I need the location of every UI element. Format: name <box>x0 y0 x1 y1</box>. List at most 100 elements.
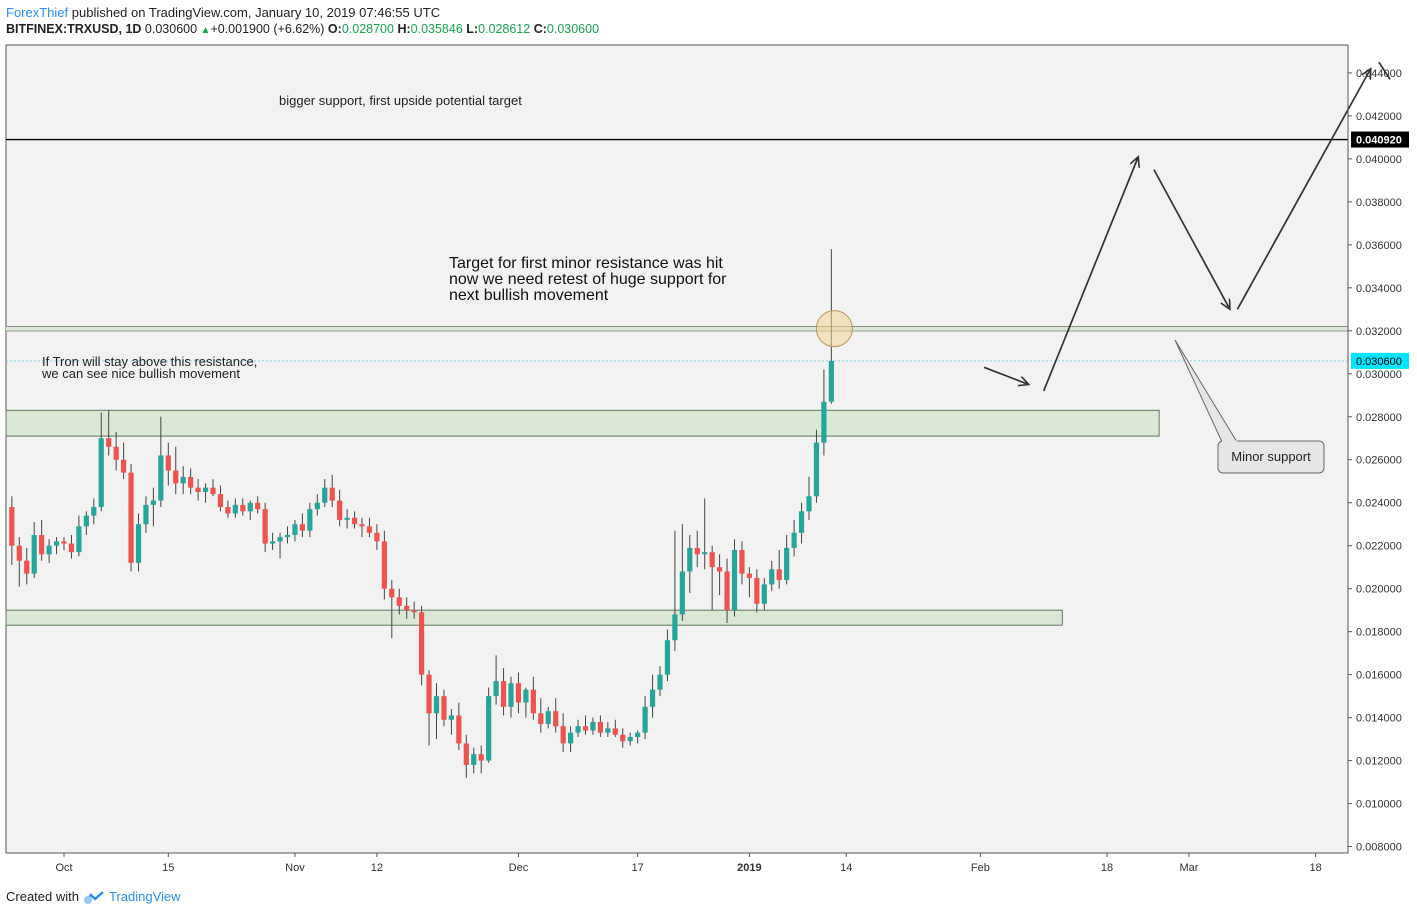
candle[interactable] <box>657 666 663 697</box>
projection-arrow-5[interactable] <box>1378 61 1391 80</box>
candle[interactable] <box>419 605 425 686</box>
candle[interactable] <box>471 747 477 774</box>
candle[interactable] <box>530 676 536 720</box>
candle[interactable] <box>687 534 693 593</box>
annotation-target-line3[interactable]: next bullish movement <box>449 287 609 304</box>
annotation-tron-line1[interactable]: If Tron will stay above this resistance, <box>42 354 257 369</box>
candle[interactable] <box>68 534 75 559</box>
candle[interactable] <box>597 715 603 737</box>
candle[interactable] <box>247 500 253 520</box>
candle[interactable] <box>240 498 246 516</box>
candle[interactable] <box>709 545 715 611</box>
highlight-circle[interactable] <box>815 310 853 348</box>
candle[interactable] <box>9 496 15 566</box>
candle[interactable] <box>292 519 298 542</box>
projection-arrow-3[interactable] <box>1153 169 1230 310</box>
candle[interactable] <box>791 519 797 557</box>
candle[interactable] <box>143 496 149 533</box>
candle[interactable] <box>627 732 633 746</box>
candle[interactable] <box>553 698 559 733</box>
candle[interactable] <box>121 442 127 480</box>
candle[interactable] <box>135 513 142 572</box>
candle[interactable] <box>337 489 343 527</box>
candle[interactable] <box>776 550 782 589</box>
candle[interactable] <box>389 580 395 639</box>
candle[interactable] <box>61 537 67 550</box>
candle[interactable] <box>232 498 238 518</box>
candle[interactable] <box>813 429 820 503</box>
candle[interactable] <box>329 474 335 508</box>
candle[interactable] <box>821 369 827 456</box>
candle[interactable] <box>568 726 574 752</box>
candle[interactable] <box>98 412 104 512</box>
candle[interactable] <box>441 689 447 727</box>
candle[interactable] <box>307 502 313 538</box>
candle[interactable] <box>493 655 499 705</box>
candle[interactable] <box>739 541 745 585</box>
candle[interactable] <box>83 511 89 535</box>
candle[interactable] <box>545 706 551 729</box>
candle[interactable] <box>500 668 507 716</box>
projection-arrow-2[interactable] <box>1042 157 1139 392</box>
candle[interactable] <box>523 687 529 718</box>
candle[interactable] <box>128 464 134 572</box>
candle[interactable] <box>277 532 283 559</box>
candle[interactable] <box>255 496 261 514</box>
candle[interactable] <box>717 554 723 596</box>
annotation-minor-support[interactable]: Minor support <box>1231 449 1311 464</box>
candle[interactable] <box>91 498 97 525</box>
projection-arrow-1[interactable] <box>983 366 1029 384</box>
candle[interactable] <box>679 524 685 621</box>
candle[interactable] <box>322 479 328 508</box>
candle[interactable] <box>39 519 45 561</box>
candle[interactable] <box>344 509 350 529</box>
candle[interactable] <box>366 517 373 538</box>
candle[interactable] <box>217 485 224 512</box>
candle[interactable] <box>262 502 268 553</box>
candle[interactable] <box>560 713 566 752</box>
candle[interactable] <box>515 672 522 714</box>
candle[interactable] <box>404 597 410 619</box>
candle[interactable] <box>225 500 231 518</box>
candle[interactable] <box>426 670 432 746</box>
candle[interactable] <box>463 734 469 778</box>
candle[interactable] <box>769 560 775 591</box>
candle[interactable] <box>731 539 738 617</box>
candle[interactable] <box>270 532 276 550</box>
candle[interactable] <box>538 698 544 733</box>
candle[interactable] <box>396 588 402 615</box>
support-zone-1[interactable] <box>5 409 1160 437</box>
candle[interactable] <box>180 466 186 495</box>
candle[interactable] <box>456 702 462 750</box>
candle[interactable] <box>806 476 812 520</box>
candle[interactable] <box>664 629 671 682</box>
callout-box[interactable] <box>1217 440 1325 474</box>
candle[interactable] <box>508 676 514 718</box>
candle[interactable] <box>374 524 380 550</box>
candle[interactable] <box>702 498 708 570</box>
price-chart[interactable]: bigger support, first upside potential t… <box>0 0 1417 885</box>
candle[interactable] <box>113 431 119 471</box>
author-link[interactable]: ForexThief <box>6 5 69 20</box>
candle[interactable] <box>173 446 179 495</box>
candle[interactable] <box>46 539 52 563</box>
projection-arrow-4[interactable] <box>1236 69 1370 310</box>
candle[interactable] <box>433 683 440 740</box>
candle[interactable] <box>210 479 216 497</box>
candle[interactable] <box>478 745 484 774</box>
candle[interactable] <box>299 513 305 538</box>
candle[interactable] <box>76 515 82 557</box>
annotation-bigger-support[interactable]: bigger support, first upside potential t… <box>279 93 522 108</box>
candle[interactable] <box>672 530 678 651</box>
annotation-tron-line2[interactable]: we can see nice bullish movement <box>41 366 240 381</box>
candle[interactable] <box>24 547 30 585</box>
candle[interactable] <box>351 511 358 529</box>
candle[interactable] <box>448 709 454 735</box>
candle[interactable] <box>150 487 156 527</box>
candle[interactable] <box>381 530 387 600</box>
candle[interactable] <box>642 696 648 740</box>
candle[interactable] <box>694 530 700 568</box>
candle[interactable] <box>582 715 589 735</box>
candle[interactable] <box>16 537 22 587</box>
candle[interactable] <box>635 730 641 744</box>
